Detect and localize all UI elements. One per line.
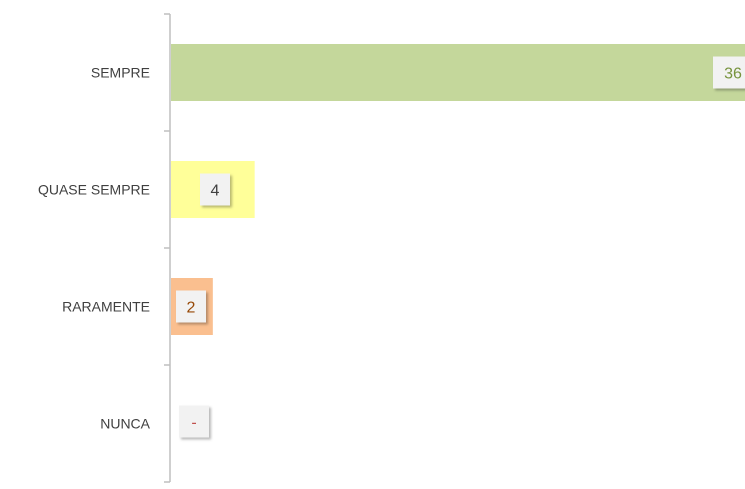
category-labels: SEMPRE QUASE SEMPRE RARAMENTE NUNCA: [38, 65, 151, 432]
data-label-text: 36: [724, 66, 742, 83]
data-labels: 36 4 2 -: [176, 56, 745, 438]
data-label-box: [176, 290, 206, 323]
category-axis: [164, 13, 171, 483]
category-label: QUASE SEMPRE: [38, 182, 150, 198]
data-label-text: 2: [187, 300, 196, 317]
category-label: NUNCA: [100, 416, 150, 432]
data-label: 4: [200, 173, 230, 206]
data-label-box: [200, 173, 230, 206]
bar-sempre: [171, 44, 745, 101]
category-label: RARAMENTE: [62, 299, 150, 315]
data-label-text: -: [191, 415, 196, 432]
data-label: -: [179, 405, 209, 438]
data-label-box: [713, 56, 745, 89]
bars-layer: [171, 44, 745, 335]
data-label: 36: [713, 56, 745, 89]
category-label: SEMPRE: [91, 65, 150, 81]
data-label-text: 4: [211, 183, 220, 200]
data-label: 2: [176, 290, 206, 323]
data-label-box: [179, 405, 209, 438]
